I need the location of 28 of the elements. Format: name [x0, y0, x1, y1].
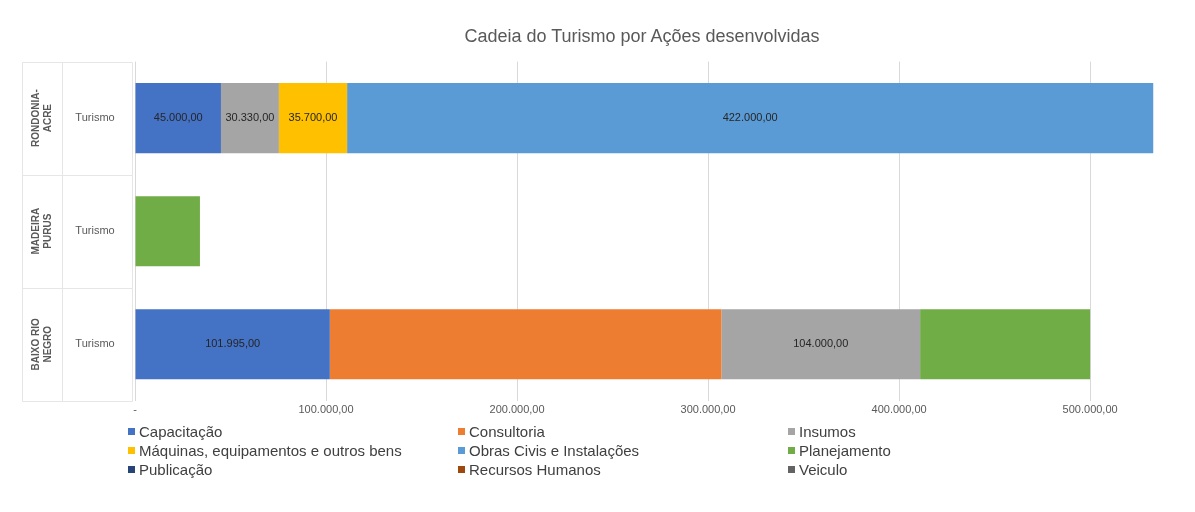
x-tick-label: 400.000,00	[871, 403, 927, 416]
data-label: 30.330,00	[225, 111, 275, 124]
legend-label: Insumos	[799, 423, 856, 440]
data-label: 45.000,00	[153, 111, 203, 124]
legend-label: Recursos Humanos	[469, 461, 601, 478]
data-label: 104.000,00	[793, 337, 849, 350]
data-label: 35.700,00	[288, 111, 338, 124]
text: RONDONIA-ACRE	[29, 89, 53, 148]
text: BAIXO RIO NEGRO	[29, 317, 53, 371]
legend-label: Consultoria	[469, 423, 545, 440]
y-tick-label: Turismo	[75, 111, 115, 124]
y-tick-label: Turismo	[75, 337, 115, 350]
x-tick-label: 300.000,00	[680, 403, 736, 416]
data-label: 422.000,00	[722, 111, 778, 124]
text: MADEIRA PURUS	[29, 207, 53, 255]
x-tick-label: 200.000,00	[489, 403, 545, 416]
legend-label: Publicação	[139, 461, 213, 478]
y-tick-label: Turismo	[75, 224, 115, 237]
legend-label: Obras Civis e Instalações	[469, 442, 640, 459]
legend-label: Máquinas, equipamentos e outros bens	[139, 442, 402, 459]
x-tick-label: -	[133, 403, 138, 416]
x-tick-label: 100.000,00	[298, 403, 354, 416]
legend-label: Capacitação	[139, 423, 223, 440]
legend-label: Planejamento	[799, 442, 891, 459]
chart-title: Cadeia do Turismo por Ações desenvolvidas	[464, 25, 820, 46]
x-tick-label: 500.000,00	[1062, 403, 1118, 416]
data-label: 101.995,00	[205, 337, 261, 350]
legend-label: Veiculo	[799, 461, 848, 478]
